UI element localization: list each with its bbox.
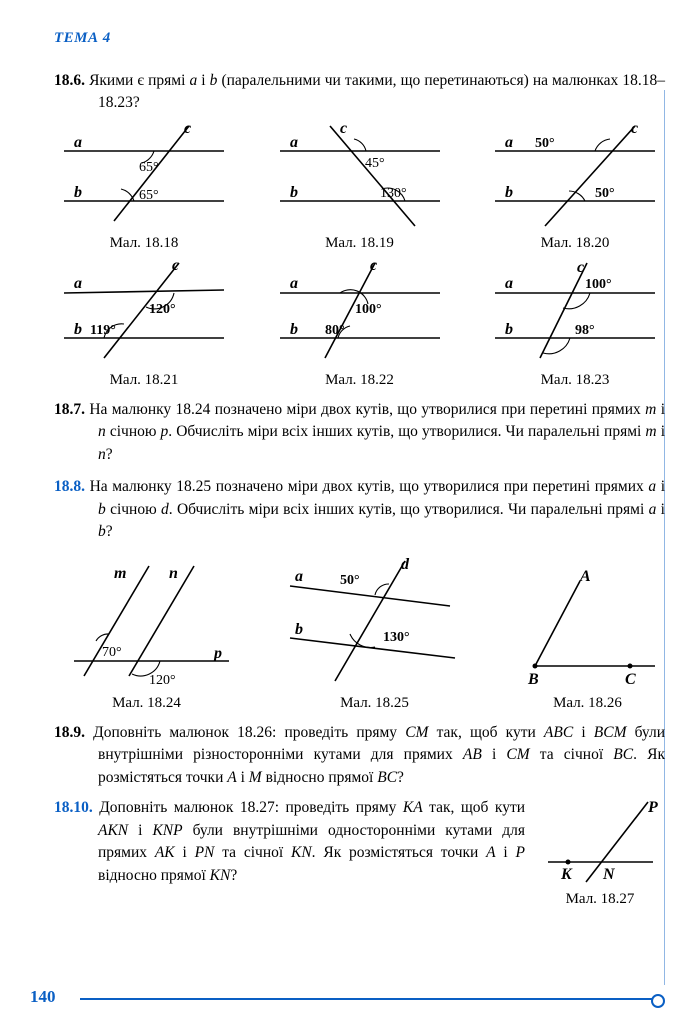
point-A-label: A [579,568,591,585]
line-a-label: a [74,275,82,292]
page-number: 140 [30,987,56,1006]
figure-caption: Мал. 18.22 [270,372,450,389]
problem-number: 18.7. [54,401,85,418]
line-b-label: b [290,321,298,338]
line-n-label: n [169,565,178,582]
problem-18-10: 18.10. Доповніть малюнок 18.27: проведіт… [54,797,525,887]
line-b-label: b [290,184,298,201]
line-c-label: c [370,258,377,274]
angle-1: 100° [585,277,612,292]
figure-18-26: A B C Мал. 18.26 [510,556,665,712]
line-c-label: c [631,121,638,137]
figure-caption: Мал. 18.18 [54,235,234,252]
figure-row-2: a b c 120° 119° Мал. 18.21 a b c [54,258,665,389]
line-c-label: c [340,121,347,137]
problem-number: 18.6. [54,72,85,89]
figure-caption: Мал. 18.24 [54,695,239,712]
angle-1: 65° [139,160,159,175]
angle-1: 100° [355,302,382,317]
angle-2: 98° [575,323,595,338]
figure-caption: Мал. 18.20 [485,235,665,252]
figure-row-1: a b c 65° 65° Мал. 18.18 a b c 4 [54,121,665,252]
point-P-label: P [647,799,658,816]
problem-18-6: 18.6. Якими є прямі a і b (паралельними … [54,70,665,115]
problem-number: 18.8. [54,478,85,495]
figure-caption: Мал. 18.23 [485,372,665,389]
angle-1: 50° [535,136,555,151]
figure-caption: Мал. 18.21 [54,372,234,389]
angle-2: 50° [595,186,615,201]
problem-18-10-row: 18.10. Доповніть малюнок 18.27: проведіт… [54,797,665,908]
line-m-label: m [114,565,126,582]
line-b-label: b [74,321,82,338]
figure-18-27: K N P Мал. 18.27 [535,797,665,908]
figure-18-25: a b d 50° 130° Мал. 18.25 [275,556,475,712]
line-c-label: c [172,258,179,274]
line-c-label: c [577,259,584,276]
angle-2: 65° [139,188,159,203]
angle-1: 70° [102,645,122,660]
problem-text: На малюнку 18.24 позначено міри двох кут… [89,401,665,463]
line-a-label: a [505,134,513,151]
figure-18-24: m n p 70° 120° Мал. 18.24 [54,556,239,712]
figure-18-23: a b c 100° 98° Мал. 18.23 [485,258,665,389]
problem-18-7: 18.7. На малюнку 18.24 позначено міри дв… [54,399,665,466]
point-B-label: B [527,671,539,688]
problem-text: Доповніть малюнок 18.27: проведіть пряму… [98,799,525,883]
problem-text: Доповніть малюнок 18.26: проведіть пряму… [93,724,665,786]
point-N-label: N [602,866,616,883]
angle-1: 120° [149,302,176,317]
point-C-label: C [625,671,636,688]
line-a-label: a [295,568,303,585]
angle-1: 50° [340,573,360,588]
page-footer: 140 [30,987,665,1009]
figure-caption: Мал. 18.25 [275,695,475,712]
line-c-label: c [184,121,191,137]
figure-18-19: a b c 45° 130° Мал. 18.19 [270,121,450,252]
page-content: 18.6. Якими є прямі a і b (паралельними … [54,60,665,908]
line-a-label: a [74,134,82,151]
angle-1: 45° [365,156,385,171]
figure-18-20: a b c 50° 50° Мал. 18.20 [485,121,665,252]
angle-2: 80° [325,323,345,338]
problem-18-8: 18.8. На малюнку 18.25 позначено міри дв… [54,476,665,543]
line-a-label: a [290,275,298,292]
problem-text: Якими є прямі a і b (паралельними чи так… [89,72,665,111]
line-b-label: b [505,184,513,201]
problem-18-9: 18.9. Доповніть малюнок 18.26: проведіть… [54,722,665,789]
line-a-label: a [505,275,513,292]
figure-18-22: a b c 100° 80° Мал. 18.22 [270,258,450,389]
point-K-label: K [560,866,573,883]
figure-18-21: a b c 120° 119° Мал. 18.21 [54,258,234,389]
line-b-label: b [74,184,82,201]
page-header: ТЕМА 4 [54,30,111,47]
problem-number: 18.10. [54,799,93,816]
figure-caption: Мал. 18.27 [535,891,665,908]
footer-rule [80,998,657,1000]
angle-2: 130° [380,186,407,201]
problem-number: 18.9. [54,724,85,741]
figure-caption: Мал. 18.19 [270,235,450,252]
angle-2: 130° [383,630,410,645]
line-a-label: a [290,134,298,151]
footer-dot-icon [651,994,665,1008]
figure-row-3: m n p 70° 120° Мал. 18.24 a b d [54,556,665,712]
figure-18-18: a b c 65° 65° Мал. 18.18 [54,121,234,252]
figure-caption: Мал. 18.26 [510,695,665,712]
line-d-label: d [401,556,410,573]
angle-2: 120° [149,673,176,688]
line-b-label: b [295,621,303,638]
line-p-label: p [212,645,222,662]
angle-2: 119° [90,323,116,338]
line-b-label: b [505,321,513,338]
problem-text: На малюнку 18.25 позначено міри двох кут… [90,478,665,540]
